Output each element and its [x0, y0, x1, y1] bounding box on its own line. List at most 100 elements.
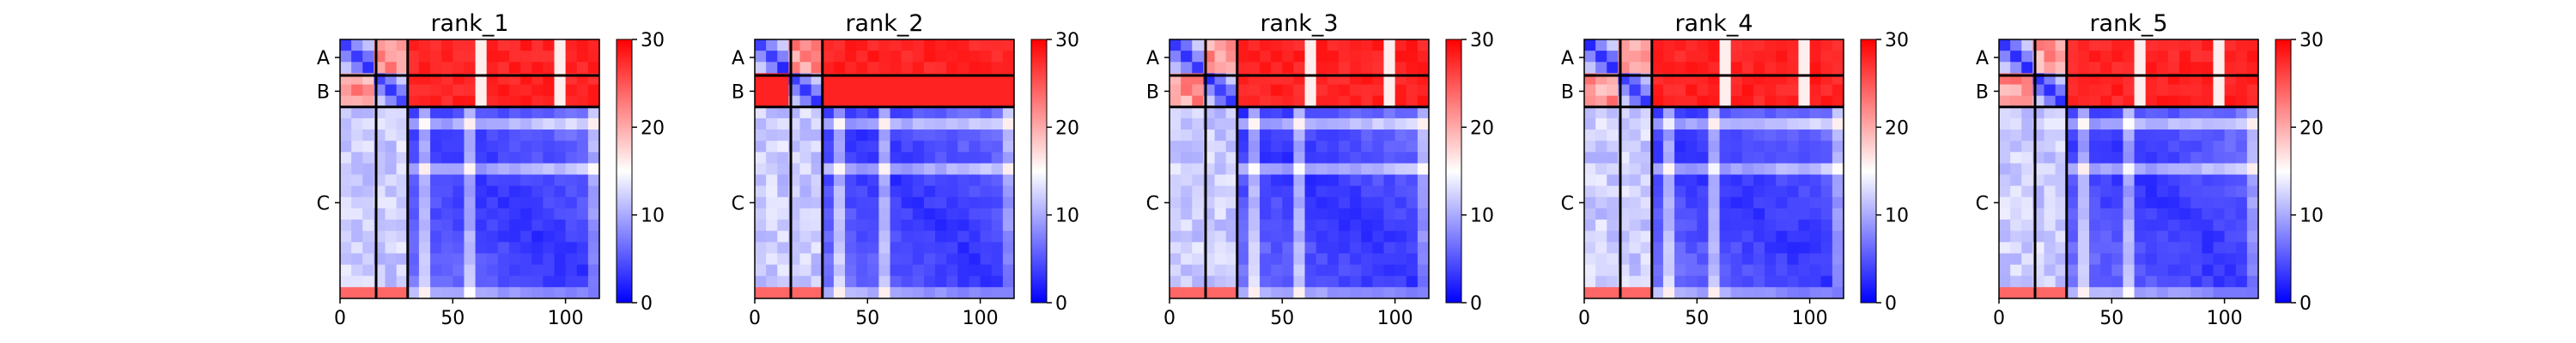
- heatmap-cell: [1304, 185, 1317, 198]
- heatmap-cell: [1798, 129, 1811, 141]
- heatmap-cell: [464, 275, 477, 288]
- heatmap-cell: [508, 62, 521, 74]
- heatmap-cell: [912, 242, 925, 255]
- heatmap-cell: [565, 163, 578, 176]
- heatmap-cell: [1787, 286, 1800, 299]
- heatmap-cell: [418, 84, 431, 97]
- heatmap-cell: [2235, 51, 2248, 63]
- heatmap-cell: [1629, 275, 1642, 288]
- heatmap-cell: [957, 185, 970, 198]
- heatmap-cell: [1361, 95, 1373, 108]
- heatmap-cell: [777, 51, 789, 63]
- heatmap-cell: [1192, 196, 1204, 209]
- heatmap-cell: [2190, 129, 2202, 141]
- heatmap-cell: [418, 253, 431, 266]
- heatmap-cell: [497, 152, 510, 165]
- heatmap-cell: [418, 163, 431, 176]
- heatmap-cell: [1776, 242, 1788, 255]
- heatmap-cell: [1765, 117, 1777, 130]
- heatmap-cell: [1640, 117, 1653, 130]
- heatmap-cell: [441, 242, 453, 255]
- heatmap-cell: [1651, 220, 1664, 232]
- heatmap-cell: [1002, 39, 1015, 51]
- heatmap-cell: [2134, 95, 2147, 108]
- heatmap-cell: [475, 51, 488, 63]
- heatmap-cell: [441, 129, 453, 141]
- heatmap-cell: [822, 39, 835, 51]
- heatmap-cell: [991, 152, 1004, 165]
- heatmap-cell: [1708, 106, 1721, 119]
- heatmap-cell: [1338, 51, 1351, 63]
- heatmap-cell: [856, 208, 868, 220]
- heatmap-cell: [1820, 51, 1833, 63]
- heatmap-cell: [1282, 152, 1295, 165]
- heatmap-cell: [1271, 106, 1283, 119]
- heatmap-cell: [430, 163, 442, 176]
- chain-label: A: [317, 48, 330, 69]
- heatmap-cell: [565, 275, 578, 288]
- heatmap-cell: [799, 185, 812, 198]
- heatmap-cell: [2055, 152, 2068, 165]
- heatmap-cell: [565, 141, 578, 153]
- heatmap-cell: [856, 106, 868, 119]
- heatmap-cell: [890, 117, 902, 130]
- heatmap-cell: [923, 231, 936, 243]
- heatmap-cell: [2044, 242, 2057, 255]
- heatmap-cell: [1002, 286, 1015, 299]
- heatmap-cell: [407, 231, 420, 243]
- heatmap-cell: [1282, 106, 1295, 119]
- heatmap-cell: [980, 163, 993, 176]
- heatmap-cell: [822, 208, 835, 220]
- heatmap-cell: [385, 141, 398, 153]
- heatmap-cell: [1809, 185, 1822, 198]
- heatmap-cell: [1651, 264, 1664, 277]
- heatmap-cell: [1327, 163, 1340, 176]
- heatmap-cell: [856, 196, 868, 209]
- heatmap-cell: [441, 231, 453, 243]
- heatmap-cell: [520, 62, 532, 74]
- heatmap-cell: [1741, 39, 1754, 51]
- heatmap-cell: [2123, 231, 2136, 243]
- heatmap-cell: [2246, 264, 2259, 277]
- panel-title: rank_4: [1674, 10, 1753, 37]
- heatmap-cell: [2077, 84, 2090, 97]
- heatmap-cell: [1002, 196, 1015, 209]
- heatmap-cell: [340, 129, 352, 141]
- chain-label: A: [1146, 48, 1159, 69]
- heatmap-cell: [453, 95, 465, 108]
- heatmap-cell: [1293, 141, 1306, 153]
- heatmap-cell: [867, 220, 880, 232]
- heatmap-cell: [1383, 163, 1396, 176]
- heatmap-cell: [1394, 95, 1407, 108]
- heatmap-cell: [2167, 196, 2180, 209]
- heatmap-cell: [2134, 242, 2147, 255]
- heatmap-cell: [1271, 174, 1283, 187]
- heatmap-cell: [1282, 185, 1295, 198]
- heatmap-cell: [1315, 129, 1328, 141]
- heatmap-cell: [890, 62, 902, 74]
- heatmap-cell: [1394, 185, 1407, 198]
- heatmap-cell: [1787, 62, 1800, 74]
- heatmap-cell: [957, 51, 970, 63]
- heatmap-cell: [1662, 106, 1675, 119]
- heatmap-cell: [486, 95, 499, 108]
- heatmap-cell: [532, 231, 544, 243]
- heatmap-cell: [1192, 253, 1204, 266]
- heatmap-cell: [946, 264, 958, 277]
- heatmap-cell: [2235, 163, 2248, 176]
- heatmap-cell: [1315, 95, 1328, 108]
- heatmap-cell: [430, 62, 442, 74]
- heatmap-cell: [1383, 275, 1396, 288]
- heatmap-cell: [1651, 275, 1664, 288]
- heatmap-cell: [2179, 129, 2191, 141]
- heatmap-cell: [1662, 253, 1675, 266]
- heatmap-cell: [2224, 231, 2237, 243]
- heatmap-cell: [1372, 185, 1385, 198]
- heatmap-cell: [1394, 141, 1407, 153]
- heatmap-cell: [957, 117, 970, 130]
- heatmap-cell: [2213, 264, 2226, 277]
- heatmap-cell: [418, 106, 431, 119]
- heatmap-cell: [1225, 141, 1238, 153]
- heatmap-cell: [1214, 253, 1227, 266]
- heatmap-cell: [1315, 84, 1328, 97]
